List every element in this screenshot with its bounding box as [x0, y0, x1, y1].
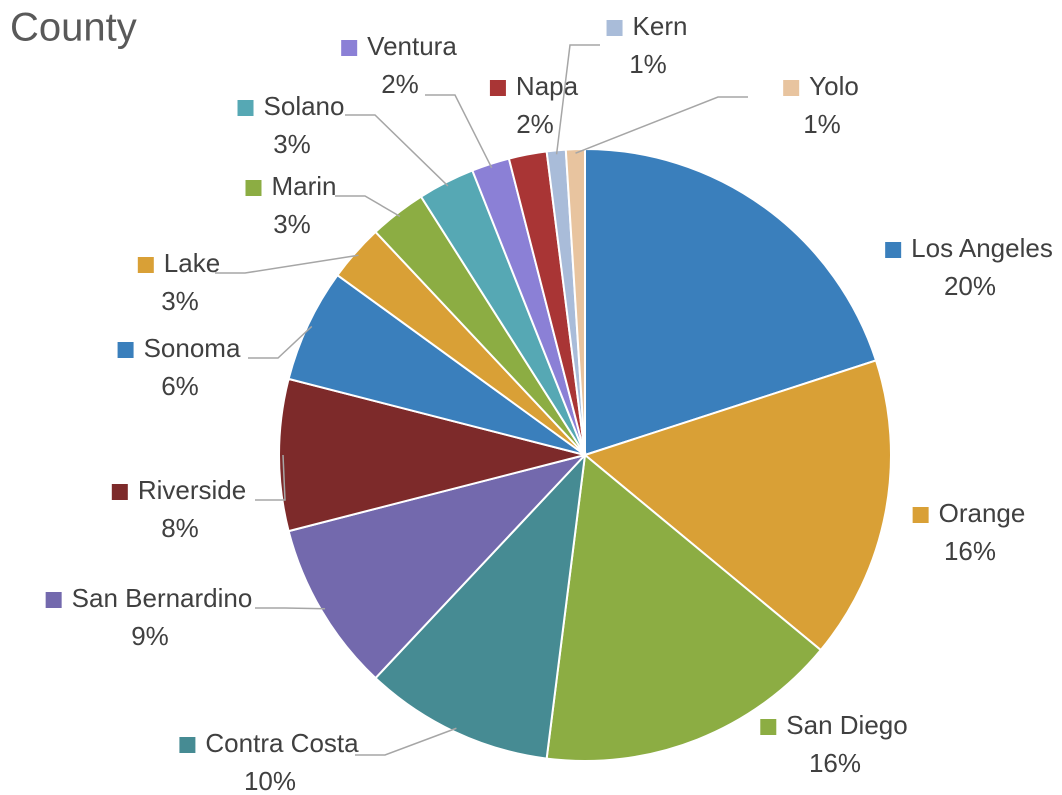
pie-slice	[287, 453, 589, 680]
legend-label: Los Angeles	[911, 233, 1053, 263]
leader-line	[425, 94, 493, 169]
leader-line	[355, 727, 457, 756]
leader-line	[555, 44, 600, 155]
legend-label: Yolo	[809, 71, 859, 101]
legend-marker	[179, 737, 196, 753]
legend-label: Kern	[633, 11, 688, 41]
legend-marker	[606, 20, 623, 36]
pie-slice	[278, 377, 586, 533]
data-label: 16%	[809, 748, 861, 778]
legend-label: Napa	[516, 71, 579, 101]
data-label: 1%	[803, 109, 841, 139]
pie-slice	[545, 453, 823, 762]
legend-label: San Diego	[786, 710, 907, 740]
legend-label: Sonoma	[144, 333, 241, 363]
data-label: 3%	[273, 209, 311, 239]
legend-label: San Bernardino	[72, 583, 253, 613]
data-label: 9%	[131, 621, 169, 651]
legend-marker	[489, 80, 506, 96]
data-label: 6%	[161, 371, 199, 401]
legend-marker	[111, 484, 128, 500]
data-label: 20%	[944, 271, 996, 301]
legend-marker	[237, 100, 254, 116]
legend-marker	[137, 257, 154, 273]
data-label: 2%	[381, 69, 419, 99]
data-label: 10%	[244, 766, 296, 795]
legend-marker	[341, 40, 358, 56]
legend-label: Contra Costa	[205, 728, 359, 758]
legend-label: Riverside	[138, 475, 246, 505]
legend-marker	[912, 507, 929, 523]
legend-marker	[760, 719, 777, 735]
data-label: 16%	[944, 536, 996, 566]
legend-marker	[45, 592, 62, 608]
data-label: 3%	[161, 286, 199, 316]
data-label: 3%	[273, 129, 311, 159]
pie-slice	[584, 147, 878, 457]
legend-marker	[783, 80, 800, 96]
leader-line	[215, 254, 359, 274]
legend-marker	[117, 342, 134, 358]
leader-line	[335, 195, 401, 218]
leader-line	[345, 114, 449, 187]
legend-marker	[245, 180, 262, 196]
legend-label: Orange	[939, 498, 1026, 528]
legend-label: Marin	[271, 171, 336, 201]
data-label: 8%	[161, 513, 199, 543]
leader-line	[248, 325, 313, 359]
leader-line	[575, 96, 748, 154]
chart-title: County	[10, 6, 137, 50]
pie-slice	[582, 359, 892, 652]
data-label: 2%	[516, 109, 554, 139]
leader-line	[255, 607, 326, 610]
pie-slice	[374, 452, 587, 760]
legend-marker	[885, 242, 902, 258]
leader-line	[255, 454, 286, 501]
legend-label: Solano	[264, 91, 345, 121]
legend-label: Lake	[164, 248, 220, 278]
legend-label: Ventura	[367, 31, 457, 61]
data-label: 1%	[629, 49, 667, 79]
